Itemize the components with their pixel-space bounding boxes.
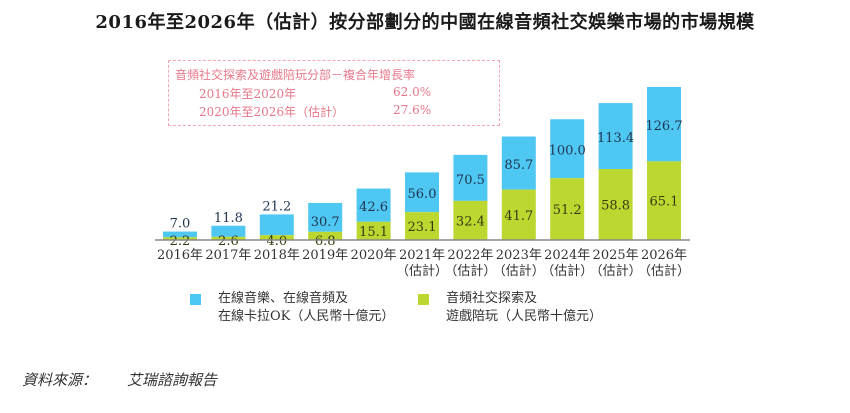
cagr-row: 2016年至2020年 62.0% bbox=[199, 85, 431, 102]
x-tick-label: 2021年 bbox=[399, 248, 445, 263]
segment-label-audio-social: 2.6 bbox=[218, 234, 239, 249]
segment-label-audio-social: 15.1 bbox=[359, 225, 388, 240]
x-tick-sublabel: （估計） bbox=[590, 263, 642, 279]
bar-segment-audio-social bbox=[356, 221, 391, 240]
bar-segment-audio-social bbox=[453, 200, 488, 240]
x-tick-label: 2024年 bbox=[544, 248, 590, 263]
total-label: 30.7 bbox=[311, 215, 340, 230]
source-label: 資料來源： bbox=[22, 371, 98, 389]
segment-label-audio-social: 2.2 bbox=[170, 234, 191, 249]
bar-segment-online-music bbox=[163, 231, 197, 238]
chart-title: 2016年至2026年（估計）按分部劃分的中國在線音頻社交娛樂市場的市場規模 bbox=[95, 12, 755, 33]
segment-label-audio-social: 51.2 bbox=[553, 203, 582, 218]
bar-segment-online-music bbox=[259, 214, 294, 236]
bar-segment-audio-social bbox=[550, 178, 585, 240]
segment-label-audio-social: 58.8 bbox=[601, 198, 630, 213]
cagr-heading: 音頻社交探索及遊戲陪玩分部－複合年增長率 bbox=[175, 68, 416, 82]
segment-label-audio-social: 65.1 bbox=[650, 195, 679, 210]
x-tick-sublabel: （估計） bbox=[493, 263, 545, 279]
total-label: 70.5 bbox=[456, 173, 485, 188]
bar-segment-audio-social bbox=[308, 231, 343, 240]
x-tick-label: 2016年 bbox=[157, 248, 203, 263]
source-value: 艾瑞諮詢報告 bbox=[127, 371, 218, 389]
legend-swatch-blue bbox=[190, 294, 201, 305]
x-tick-sublabel: （估計） bbox=[638, 263, 690, 279]
segment-label-audio-social: 23.1 bbox=[408, 220, 437, 235]
bar-segment-audio-social bbox=[163, 237, 197, 240]
bar-segment-online-music bbox=[405, 172, 439, 213]
total-label: 100.0 bbox=[549, 144, 586, 159]
x-tick-sublabel: （估計） bbox=[396, 263, 448, 279]
x-tick-label: 2023年 bbox=[496, 248, 542, 263]
x-tick-sublabel: （估計） bbox=[541, 263, 593, 279]
cagr-value: 27.6% bbox=[393, 103, 432, 117]
segment-label-audio-social: 32.4 bbox=[456, 214, 485, 229]
x-tick-label: 2025年 bbox=[593, 248, 639, 263]
bar-segment-audio-social bbox=[501, 189, 536, 240]
total-label: 85.7 bbox=[504, 158, 533, 173]
bar-segment-online-music bbox=[647, 87, 681, 162]
segment-label-audio-social: 4.0 bbox=[266, 234, 287, 249]
cagr-period: 2016年至2020年 bbox=[199, 87, 297, 101]
segment-label-audio-social: 6.8 bbox=[315, 234, 336, 249]
bar-segment-online-music bbox=[598, 103, 633, 169]
bar-segment-audio-social bbox=[211, 236, 246, 240]
source-note: 資料來源： 艾瑞諮詢報告 bbox=[22, 369, 217, 390]
x-tick-sublabel: （估計） bbox=[444, 263, 496, 279]
total-label: 11.8 bbox=[214, 211, 243, 226]
x-tick-label: 2022年 bbox=[447, 248, 493, 263]
x-tick-label: 2026年 bbox=[641, 248, 687, 263]
bar-segment-online-music bbox=[453, 154, 488, 201]
legend-label: 在線卡拉OK（人民幣十億元） bbox=[218, 309, 395, 324]
total-label: 56.0 bbox=[408, 187, 437, 202]
segment-label-audio-social: 41.7 bbox=[504, 209, 533, 224]
total-label: 126.7 bbox=[645, 119, 682, 134]
x-tick-label: 2020年 bbox=[351, 248, 397, 263]
legend-label: 遊戲陪玩（人民幣十億元） bbox=[446, 309, 603, 324]
legend-label: 音頻社交探索及 bbox=[446, 291, 538, 306]
bar-segment-online-music bbox=[501, 136, 536, 190]
x-tick-label: 2019年 bbox=[302, 248, 348, 263]
bar-segment-audio-social bbox=[647, 161, 681, 240]
bar-segment-online-music bbox=[550, 119, 585, 179]
bar-segment-audio-social bbox=[598, 168, 633, 240]
legend-swatch-green bbox=[418, 294, 429, 305]
bar-segment-online-music bbox=[356, 188, 391, 222]
x-tick-label: 2018年 bbox=[254, 248, 300, 263]
cagr-value: 62.0% bbox=[393, 85, 432, 99]
cagr-row: 2020年至2026年（估計） 27.6% bbox=[199, 103, 431, 120]
legend-label: 在線音樂、在線音頻及 bbox=[218, 291, 349, 306]
bar-segment-audio-social bbox=[259, 235, 294, 240]
x-tick-label: 2017年 bbox=[205, 248, 251, 263]
cagr-period: 2020年至2026年（估計） bbox=[199, 105, 345, 119]
total-label: 7.0 bbox=[170, 217, 191, 232]
total-label: 21.2 bbox=[262, 199, 291, 214]
total-label: 42.6 bbox=[359, 200, 388, 215]
bar-segment-audio-social bbox=[405, 212, 439, 240]
bar-segment-online-music bbox=[211, 225, 246, 237]
cagr-annotation-box: 音頻社交探索及遊戲陪玩分部－複合年增長率 2016年至2020年 62.0% 2… bbox=[168, 60, 500, 126]
total-label: 113.4 bbox=[597, 131, 634, 146]
bar-segment-online-music bbox=[308, 202, 343, 232]
